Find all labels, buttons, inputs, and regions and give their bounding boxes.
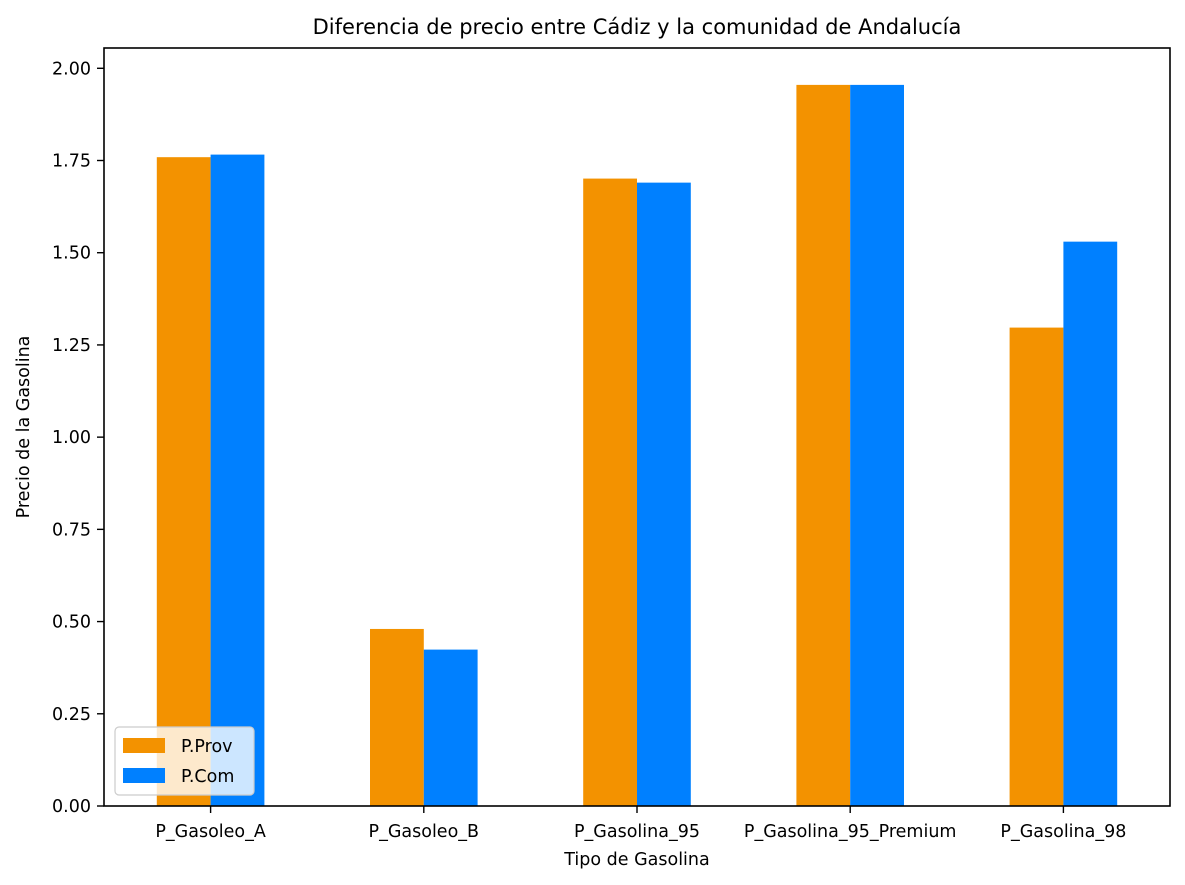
bar-p-com-1	[210, 154, 265, 807]
chart-title: Diferencia de precio entre Cádiz y la co…	[313, 15, 962, 39]
y-tick-label: 0.25	[52, 705, 91, 725]
y-tick-label: 1.75	[52, 152, 91, 172]
y-tick-label: 2.00	[52, 59, 91, 79]
y-tick-label: 0.50	[52, 613, 91, 633]
x-tick-label: P_Gasolina_95_Premium	[744, 822, 957, 842]
bar-p-prov-5	[1009, 327, 1064, 806]
legend-label: P.Prov	[181, 737, 233, 757]
bar-p-prov-4	[796, 84, 851, 806]
y-tick-label: 1.00	[52, 428, 91, 448]
x-tick-label: P_Gasolina_95	[574, 822, 700, 842]
bar-p-prov-3	[583, 178, 637, 806]
bar-p-com-3	[637, 182, 691, 806]
x-tick-label: P_Gasoleo_A	[155, 822, 265, 842]
x-axis-label: Tipo de Gasolina	[563, 850, 709, 870]
y-axis: 0.00 0.25 0.50 0.75 1.00 1.25 1.50 1.75 2.00	[52, 59, 104, 817]
x-tick-label: P_Gasoleo_B	[369, 822, 480, 842]
y-tick-label: 0.00	[52, 797, 91, 817]
x-tick-label: P_Gasolina_98	[1000, 822, 1126, 842]
y-tick-label: 0.75	[52, 520, 91, 540]
bars-group	[156, 84, 1118, 807]
legend-swatch-p-com	[123, 768, 165, 783]
x-axis: P_Gasoleo_A P_Gasoleo_B P_Gasolina_95 P_Gas…	[155, 806, 1126, 842]
legend-label: P.Com	[181, 767, 234, 787]
bar-p-prov-2	[370, 628, 424, 806]
bar-p-com-5	[1063, 241, 1118, 806]
bar-p-com-2	[423, 649, 478, 806]
y-tick-label: 1.50	[52, 244, 91, 264]
legend: P.Prov P.Com	[114, 726, 255, 796]
bar-p-prov-1	[156, 157, 211, 806]
y-tick-label: 1.25	[52, 336, 91, 356]
y-axis-label: Precio de la Gasolina	[14, 336, 34, 519]
bar-p-com-4	[850, 84, 904, 806]
legend-swatch-p-prov	[123, 738, 165, 753]
